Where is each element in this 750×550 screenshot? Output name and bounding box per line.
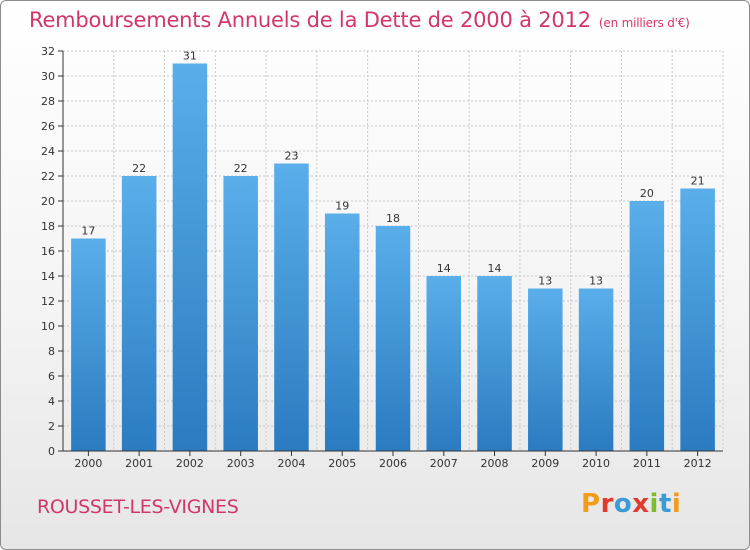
bar-2002 bbox=[172, 63, 208, 451]
y-tick-label: 6 bbox=[48, 370, 55, 383]
data-label: 14 bbox=[488, 262, 502, 275]
chart-title: Remboursements Annuels de la Dette de 20… bbox=[29, 8, 690, 32]
data-label: 22 bbox=[234, 162, 248, 175]
bar-2005 bbox=[324, 213, 360, 451]
x-tick-label: 2005 bbox=[328, 457, 356, 470]
bar-2000 bbox=[71, 238, 106, 451]
y-tick-label: 4 bbox=[48, 395, 55, 408]
commune-name: ROUSSET-LES-VIGNES bbox=[37, 496, 239, 518]
y-tick-label: 2 bbox=[48, 420, 55, 433]
data-label: 19 bbox=[335, 200, 349, 213]
x-tick-label: 2001 bbox=[125, 457, 153, 470]
x-tick-label: 2000 bbox=[74, 457, 102, 470]
data-label: 13 bbox=[589, 275, 603, 288]
bar-2007 bbox=[426, 276, 462, 451]
data-label: 23 bbox=[284, 150, 298, 163]
y-tick-label: 14 bbox=[41, 270, 55, 283]
data-label: 14 bbox=[437, 262, 451, 275]
y-tick-label: 28 bbox=[41, 95, 55, 108]
bars bbox=[71, 63, 715, 451]
y-tick-label: 18 bbox=[41, 220, 55, 233]
chart-unit: (en milliers d'€) bbox=[598, 16, 690, 30]
y-tick-label: 20 bbox=[41, 195, 55, 208]
y-tick-label: 26 bbox=[41, 120, 55, 133]
data-labels: 17 22 31 22 23 19 18 14 14 13 13 20 21 bbox=[81, 50, 704, 288]
x-tick-label: 2002 bbox=[176, 457, 204, 470]
y-tick-label: 32 bbox=[41, 45, 55, 58]
y-tick-label: 8 bbox=[48, 345, 55, 358]
bar-2009 bbox=[528, 288, 563, 451]
x-tick-label: 2011 bbox=[633, 457, 661, 470]
y-tick-label: 24 bbox=[41, 145, 55, 158]
bar-2006 bbox=[375, 226, 411, 451]
data-label: 21 bbox=[691, 175, 705, 188]
y-tick-label: 12 bbox=[41, 295, 55, 308]
y-tick-label: 0 bbox=[48, 445, 55, 458]
data-label: 20 bbox=[640, 187, 654, 200]
x-tick-label: 2007 bbox=[430, 457, 458, 470]
data-label: 31 bbox=[183, 50, 197, 63]
bar-2003 bbox=[223, 176, 258, 451]
data-label: 22 bbox=[132, 162, 146, 175]
y-tick-label: 30 bbox=[41, 70, 55, 83]
bar-2010 bbox=[578, 288, 614, 451]
y-tick-label: 22 bbox=[41, 170, 55, 183]
proxiti-logo: Proxiti bbox=[581, 489, 682, 519]
chart-title-text: Remboursements Annuels de la Dette de 20… bbox=[29, 8, 591, 32]
x-tick-label: 2008 bbox=[481, 457, 509, 470]
bar-2004 bbox=[274, 163, 309, 451]
y-tick-label: 10 bbox=[41, 320, 55, 333]
x-tick-label: 2006 bbox=[379, 457, 407, 470]
x-tick-label: 2010 bbox=[582, 457, 610, 470]
data-label: 17 bbox=[81, 225, 95, 238]
x-tick-label: 2012 bbox=[684, 457, 712, 470]
bar-2001 bbox=[121, 176, 157, 451]
data-label: 18 bbox=[386, 212, 400, 225]
bar-2012 bbox=[680, 188, 715, 451]
data-label: 13 bbox=[538, 275, 552, 288]
bar-2008 bbox=[477, 276, 512, 451]
x-tick-label: 2003 bbox=[227, 457, 255, 470]
x-tick-label: 2004 bbox=[277, 457, 305, 470]
bar-2011 bbox=[629, 201, 665, 451]
y-tick-label: 16 bbox=[41, 245, 55, 258]
x-tick-label: 2009 bbox=[531, 457, 559, 470]
